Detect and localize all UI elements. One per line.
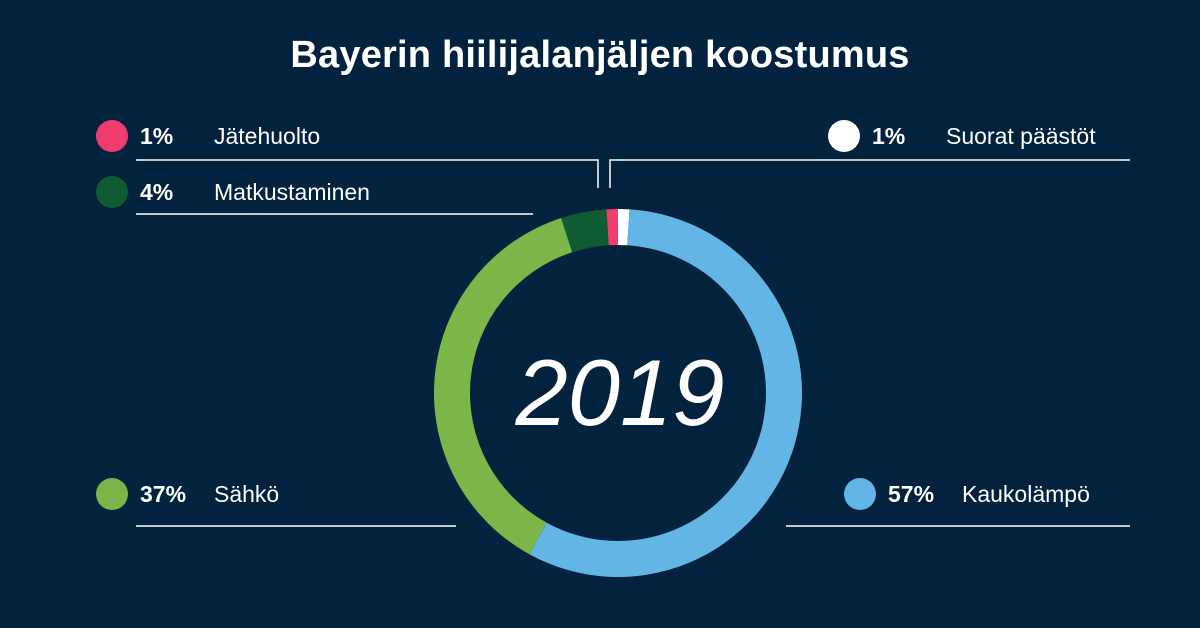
center-year-label: 2019	[515, 340, 725, 445]
legend-value-suorat-paastot: 1%	[872, 122, 906, 149]
donut-slice-sähkö	[433, 218, 573, 555]
legend-label-suorat-paastot: Suorat päästöt	[946, 122, 1096, 149]
donut-slices	[433, 209, 802, 577]
chart-title: Bayerin hiilijalanjäljen koostumus	[290, 34, 910, 76]
legend-value-jatehuolto: 1%	[140, 122, 174, 149]
donut-slice-kaukolämpö	[529, 209, 802, 577]
legend-item-matkustaminen: 4% Matkustaminen	[96, 174, 370, 210]
legend-value-kaukolampo: 57%	[888, 480, 935, 507]
legend-value-sahko: 37%	[140, 480, 187, 507]
donut-slice-matkustaminen	[561, 209, 609, 253]
legend-dot-kaukolampo	[844, 478, 876, 510]
legend-item-sahko: 37% Sähkö	[96, 476, 279, 512]
donut-slice-suorat-päästöt	[618, 209, 630, 246]
legend-leader-lines	[136, 159, 1130, 527]
legend-item-jatehuolto: 1% Jätehuolto	[96, 118, 320, 154]
legend-item-suorat-paastot: 1% Suorat päästöt	[828, 118, 1096, 154]
legend-value-matkustaminen: 4%	[140, 178, 174, 205]
legend-label-jatehuolto: Jätehuolto	[214, 122, 321, 149]
legend-label-kaukolampo: Kaukolämpö	[962, 480, 1090, 507]
legend-label-sahko: Sähkö	[214, 480, 280, 507]
legend-item-kaukolampo: 57% Kaukolämpö	[844, 476, 1090, 512]
legend-dot-jatehuolto	[96, 120, 128, 152]
legend-dot-suorat-paastot	[828, 120, 860, 152]
donut-slice-jätehuolto	[606, 209, 618, 246]
legend-label-matkustaminen: Matkustaminen	[214, 178, 370, 205]
legend-dot-sahko	[96, 478, 128, 510]
leader-line-suorat-paastot	[609, 159, 1130, 188]
legend-dot-matkustaminen	[96, 176, 128, 208]
leader-line-jatehuolto	[136, 159, 599, 188]
